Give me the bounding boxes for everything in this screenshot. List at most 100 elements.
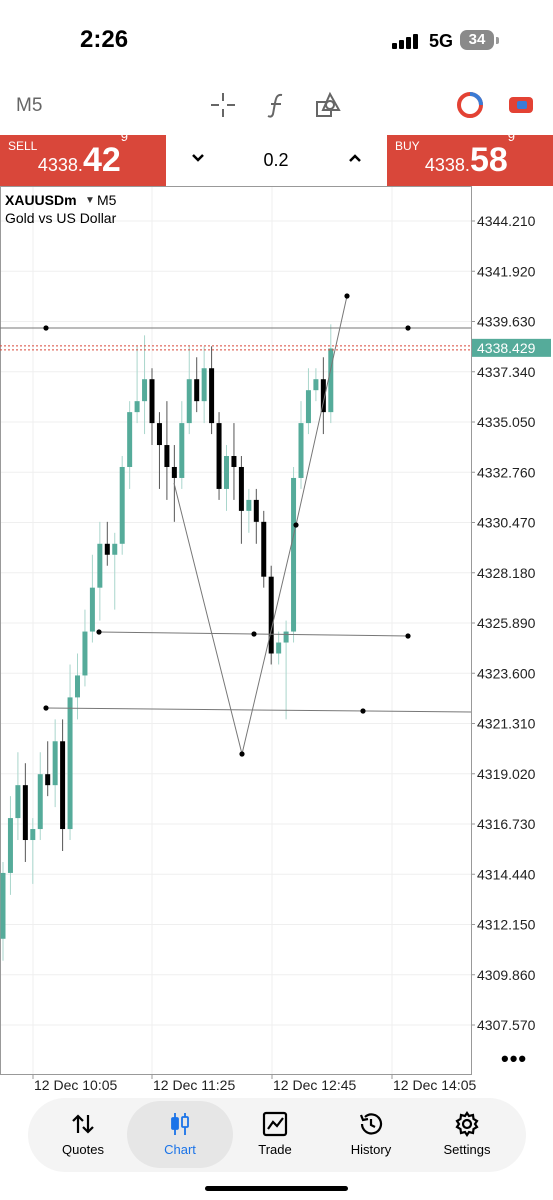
candle-body [291,477,297,632]
plot-frame [0,186,472,1075]
candle-body [0,872,6,939]
candle-body [238,466,244,511]
y-tick-label: 4339.630 [477,314,536,330]
sell-button[interactable]: SELL 4338.429 [0,129,166,186]
y-tick-label: 4330.470 [477,515,536,531]
x-tick-label: 12 Dec 11:25 [153,1077,235,1093]
home-indicator [205,1186,348,1191]
candle-body [149,379,155,424]
buy-price: 4338.589 [424,129,515,180]
sell-price-big: 42 [82,141,121,179]
candle-body [253,499,259,522]
y-tick-label: 4309.860 [477,967,536,983]
sell-label: SELL [8,139,38,153]
nav-chart[interactable]: Chart [127,1101,233,1168]
y-tick-label: 4337.340 [477,364,536,380]
candle-body [97,543,103,588]
y-tick-label: 4307.570 [477,1017,536,1033]
candle-body [313,379,319,391]
buy-price-sup: 9 [507,129,515,144]
y-tick-label: 4344.210 [477,213,536,229]
nav-quotes[interactable]: Quotes [30,1101,136,1168]
battery-tip [496,37,499,44]
buy-price-main: 4338. [424,155,470,175]
account-icon[interactable] [455,90,485,120]
candle-body [127,412,133,467]
nav-history[interactable]: History [318,1101,424,1168]
chart-icon [171,1113,189,1135]
anchor-point [293,522,299,528]
nav-settings[interactable]: Settings [414,1101,520,1168]
current-price-tag [472,338,551,357]
candle-body [89,587,95,632]
more-icon[interactable]: ••• [501,1046,528,1071]
anchor-point [405,325,411,331]
candle-body [104,543,110,555]
buy-price-big: 58 [469,141,508,179]
symbol-dropdown-icon[interactable]: ▼ [85,195,95,206]
buy-label: BUY [395,139,420,153]
candle-body [305,390,311,424]
candle-body [298,423,304,478]
anchor-point [43,325,49,331]
candle-body [142,379,148,402]
candle-body [231,456,237,467]
y-tick-label: 4323.600 [477,665,536,681]
nav-settings-label: Settings [443,1142,491,1157]
candle-body [75,675,80,698]
quotes-icon [72,1114,94,1134]
timeframe-selector[interactable]: M5 [16,95,43,116]
candle-body [209,368,215,424]
chart-symbol: XAUUSDm [5,192,77,208]
current-price-label: 4338.429 [477,340,536,356]
nav-trade-label: Trade [258,1142,292,1157]
candle-body [156,423,162,446]
chevron-up-icon[interactable] [345,148,365,168]
crosshair-icon[interactable] [208,90,238,120]
sell-price-sup: 9 [120,129,128,144]
anchor-point [344,293,350,299]
candle-body [134,401,140,413]
y-tick-label: 4325.890 [477,615,536,631]
trade-icon [262,1111,288,1137]
objects-icon[interactable] [313,90,343,120]
candle-body [22,785,28,841]
nav-chart-label: Chart [164,1142,196,1157]
candle-body [45,774,51,786]
price-chart[interactable]: 4344.210 4341.920 4339.630 4337.340 4335.050… [0,186,553,1096]
zigzag-line [173,295,348,755]
anchor-point [96,629,102,635]
x-tick-label: 12 Dec 12:45 [273,1077,356,1093]
candle-body [224,456,229,489]
candle-body [268,576,274,654]
network-label: 5G [429,31,454,51]
trade-toggle-icon[interactable] [506,90,536,120]
trend-line-bottom [45,707,472,713]
indicator-icon[interactable] [262,90,292,120]
candle-body [52,741,58,786]
sell-price-main: 4338. [37,155,83,175]
candle-body [82,631,88,676]
candle-body [112,543,118,555]
anchor-point [43,705,49,711]
buy-button[interactable]: BUY 4338.589 [387,129,553,186]
candle-body [276,642,282,654]
candle-body [186,379,192,424]
y-tick-label: 4328.180 [477,565,536,581]
y-tick-label: 4335.050 [477,414,536,430]
y-tick-label: 4316.730 [477,816,536,832]
battery-icon: 34 [460,30,494,50]
candle-body [7,818,13,873]
candle-body [164,445,170,467]
y-tick-label: 4332.760 [477,464,536,480]
chevron-down-icon[interactable] [188,148,208,168]
lot-volume[interactable]: 0.2 [263,150,289,170]
x-tick-label: 12 Dec 10:05 [34,1077,117,1093]
y-tick-label: 4341.920 [477,263,536,279]
y-tick-label: 4321.310 [477,716,536,732]
nav-trade[interactable]: Trade [222,1101,328,1168]
status-time: 2:26 [80,26,129,53]
nav-quotes-label: Quotes [62,1142,104,1157]
candle-body [246,499,252,511]
candle-body [194,379,200,402]
